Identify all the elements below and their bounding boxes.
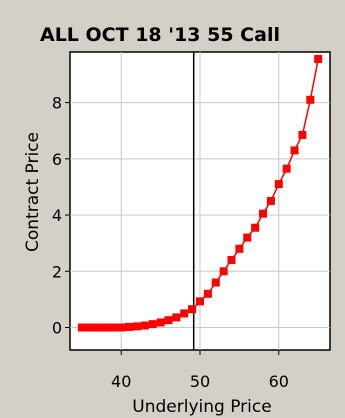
data-point	[306, 95, 315, 104]
data-point	[196, 297, 204, 306]
series-layer	[77, 55, 323, 332]
data-point	[117, 323, 126, 332]
y-tick-label: 8	[52, 94, 62, 113]
data-point	[298, 130, 307, 139]
data-point	[125, 322, 134, 331]
x-tick-label: 60	[269, 372, 289, 391]
data-point	[164, 316, 173, 325]
grid	[70, 52, 330, 350]
data-point	[219, 267, 228, 276]
y-tick-label: 4	[52, 206, 62, 225]
data-point	[77, 323, 86, 332]
data-point	[227, 256, 236, 265]
data-point	[148, 320, 157, 329]
data-point	[251, 223, 260, 232]
data-point	[172, 313, 181, 322]
data-point	[266, 197, 275, 205]
y-tick-label: 2	[52, 262, 62, 281]
x-axis: 40 50 60	[111, 350, 289, 391]
data-point	[156, 318, 165, 327]
data-point	[85, 323, 94, 332]
data-point	[211, 278, 220, 287]
data-point	[140, 321, 149, 330]
data-point	[274, 180, 283, 189]
chart-title: ALL OCT 18 '13 55 Call	[40, 24, 280, 46]
data-point	[314, 55, 323, 64]
data-point	[109, 323, 118, 332]
y-tick-label: 0	[52, 319, 62, 338]
y-axis: 0 2 4 6 8	[52, 94, 70, 338]
data-point	[188, 305, 197, 314]
y-axis-label: Contract Price	[23, 132, 43, 252]
x-axis-label: Underlying Price	[132, 397, 271, 417]
data-point	[93, 323, 102, 332]
data-point	[243, 233, 252, 242]
data-point	[101, 323, 110, 332]
data-point	[235, 244, 244, 253]
data-point	[132, 322, 141, 331]
data-point	[180, 309, 189, 318]
data-point	[259, 209, 268, 218]
y-tick-label: 6	[52, 150, 62, 169]
x-tick-label: 50	[190, 372, 210, 391]
data-point	[203, 289, 212, 298]
data-point	[282, 164, 291, 173]
x-tick-label: 40	[111, 372, 131, 391]
data-point	[290, 146, 299, 155]
